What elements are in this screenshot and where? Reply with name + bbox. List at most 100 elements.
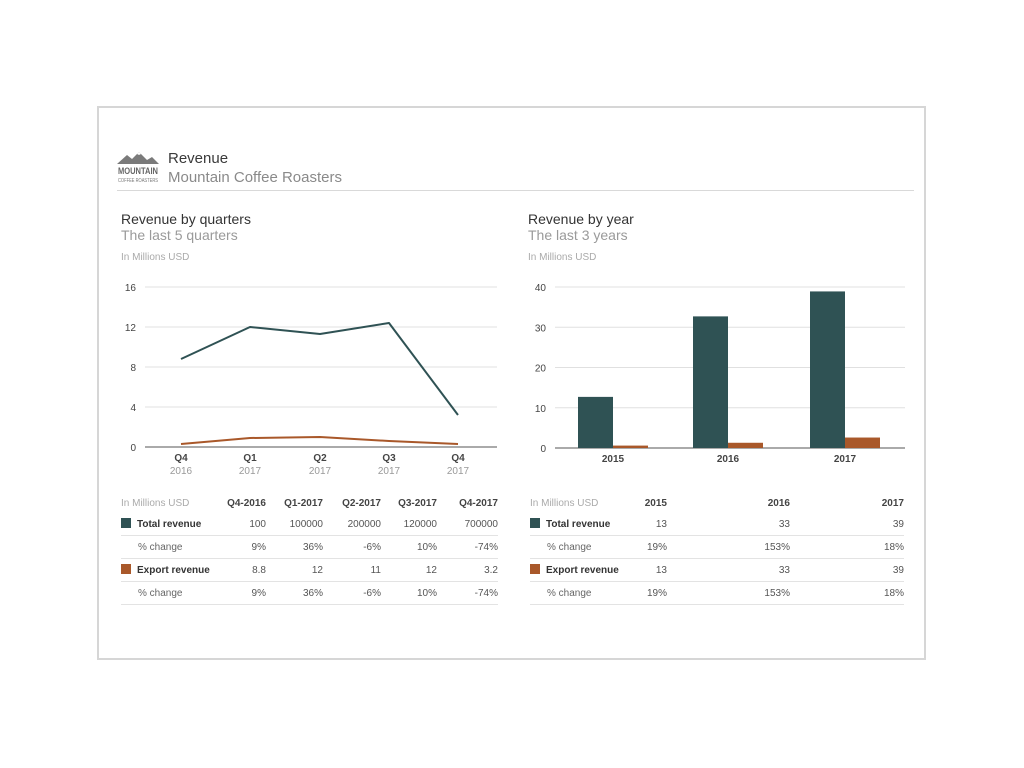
table-cell: 10% <box>381 535 437 559</box>
right-chart-units: In Millions USD <box>528 252 597 263</box>
quarterly-revenue-line-chart: 0 4 8 12 16 Q4 2016 Q1 2017 Q2 2017 Q3 2017 Q4 2017 <box>125 283 497 477</box>
table-cell: 10% <box>381 581 437 605</box>
table-cell: 19% <box>622 581 667 605</box>
y-tick-label: 16 <box>125 283 137 294</box>
table-cell: -74% <box>437 535 498 559</box>
left-chart-title: Revenue by quarters <box>121 211 251 227</box>
x-tick-year-label: 2017 <box>309 466 332 477</box>
y-tick-label: 40 <box>535 283 547 294</box>
table-row: Total revenue 13 33 39 <box>530 513 904 536</box>
table-cell: 100000 <box>266 513 323 536</box>
table-row: % change 9% 36% -6% 10% -74% <box>121 535 498 559</box>
table-cell: 120000 <box>381 513 437 536</box>
yearly-revenue-bar-chart: 0 10 20 30 40 2015 2016 2017 <box>535 283 905 465</box>
y-tick-label: 8 <box>130 363 136 374</box>
table-units-label: In Millions USD <box>530 497 599 509</box>
table-row: Total revenue 100 100000 200000 120000 700000 <box>121 513 498 536</box>
table-cell: -6% <box>323 535 381 559</box>
table-cell: 12 <box>381 558 437 582</box>
total-revenue-bar <box>693 316 728 448</box>
table-cell: 33 <box>667 513 790 536</box>
x-tick-year-label: 2017 <box>239 466 262 477</box>
x-tick-label: Q4 <box>174 453 188 464</box>
table-cell: 9% <box>222 535 266 559</box>
table-cell: 12 <box>266 558 323 582</box>
left-chart-subtitle: The last 5 quarters <box>121 227 238 243</box>
x-tick-label: 2017 <box>834 454 857 465</box>
quarterly-revenue-table: In Millions USD Q4-2016 Q1-2017 Q2-2017 Q3-2… <box>121 493 498 605</box>
y-tick-label: 12 <box>125 323 137 334</box>
legend-swatch <box>530 564 540 574</box>
column-header: Q3-2017 <box>398 497 437 509</box>
table-cell: 3.2 <box>437 558 498 582</box>
total-revenue-bar <box>810 291 845 448</box>
total-revenue-bar <box>578 396 613 448</box>
row-label: Total revenue <box>530 513 622 536</box>
total-revenue-line <box>180 322 459 416</box>
mountain-logo: MOUNTAIN COFFEE ROASTERS <box>117 152 159 184</box>
right-chart-title: Revenue by year <box>528 211 634 227</box>
column-header: Q2-2017 <box>342 497 381 509</box>
row-label: % change <box>121 535 222 559</box>
export-revenue-bar <box>613 445 648 448</box>
table-row: % change 19% 153% 18% <box>530 535 904 559</box>
x-tick-year-label: 2017 <box>447 466 470 477</box>
row-label: % change <box>530 581 622 605</box>
table-cell: 18% <box>790 581 904 605</box>
x-tick-year-label: 2016 <box>170 466 193 477</box>
x-tick-label: Q2 <box>313 453 327 464</box>
row-label: Total revenue <box>121 513 222 536</box>
header-divider <box>117 190 914 191</box>
column-header: Q1-2017 <box>284 497 323 509</box>
x-tick-year-label: 2017 <box>378 466 401 477</box>
table-cell: 13 <box>622 558 667 582</box>
row-label: % change <box>121 581 222 605</box>
column-header: 2015 <box>644 497 667 509</box>
y-tick-label: 0 <box>130 443 136 454</box>
table-cell: 36% <box>266 535 323 559</box>
table-cell: 39 <box>790 558 904 582</box>
table-row: Export revenue 8.8 12 11 12 3.2 <box>121 558 498 582</box>
table-row: % change 19% 153% 18% <box>530 581 904 605</box>
column-header: 2016 <box>767 497 790 509</box>
yearly-revenue-table: In Millions USD 2015 2016 2017 Total revenu… <box>530 493 904 605</box>
column-header: 2017 <box>881 497 904 509</box>
x-tick-label: 2015 <box>602 454 625 465</box>
legend-swatch <box>121 518 131 528</box>
column-header: Q4-2017 <box>459 497 498 509</box>
page-title: Revenue <box>168 150 229 167</box>
y-tick-label: 4 <box>130 403 136 414</box>
column-header: Q4-2016 <box>227 497 266 509</box>
legend-swatch <box>121 564 131 574</box>
table-units-label: In Millions USD <box>121 497 190 509</box>
table-cell: 19% <box>622 535 667 559</box>
export-revenue-bar <box>728 442 763 448</box>
table-cell: 39 <box>790 513 904 536</box>
x-tick-label: Q4 <box>451 453 465 464</box>
table-cell: -74% <box>437 581 498 605</box>
table-row: % change 9% 36% -6% 10% -74% <box>121 581 498 605</box>
export-revenue-line <box>180 436 459 445</box>
left-chart-units: In Millions USD <box>121 252 190 263</box>
y-tick-label: 10 <box>535 404 547 415</box>
x-tick-label: 2016 <box>717 454 740 465</box>
x-tick-label: Q1 <box>243 453 257 464</box>
x-tick-label: Q3 <box>382 453 396 464</box>
table-cell: 200000 <box>323 513 381 536</box>
table-cell: 153% <box>667 535 790 559</box>
table-cell: 33 <box>667 558 790 582</box>
table-cell: 36% <box>266 581 323 605</box>
right-chart-subtitle: The last 3 years <box>528 227 628 243</box>
table-row: Export revenue 13 33 39 <box>530 558 904 582</box>
row-label: % change <box>530 535 622 559</box>
y-tick-label: 30 <box>535 323 547 334</box>
table-cell: 100 <box>222 513 266 536</box>
legend-swatch <box>530 518 540 528</box>
svg-text:COFFEE ROASTERS: COFFEE ROASTERS <box>118 178 159 184</box>
table-cell: 18% <box>790 535 904 559</box>
export-revenue-bar <box>845 437 880 448</box>
row-label: Export revenue <box>530 558 622 582</box>
table-cell: 11 <box>323 558 381 582</box>
page-subtitle: Mountain Coffee Roasters <box>168 169 342 186</box>
table-cell: -6% <box>323 581 381 605</box>
